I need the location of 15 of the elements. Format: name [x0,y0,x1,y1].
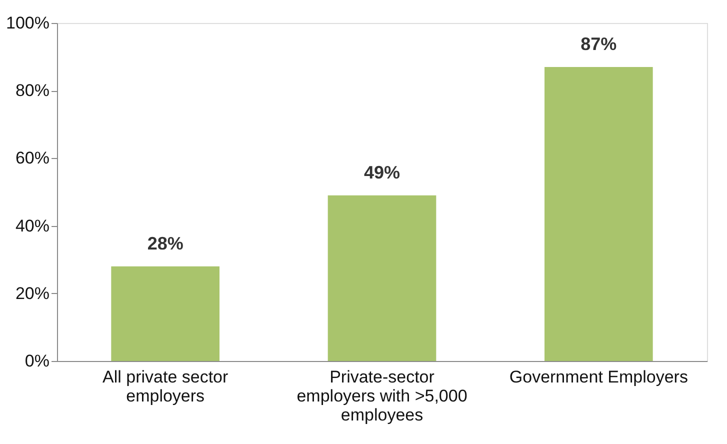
data-label: 28% [147,233,184,254]
y-tick-label: 100% [6,14,50,32]
y-tick-label: 60% [15,148,50,168]
bar [111,266,220,361]
bar [328,195,436,361]
y-tick-label: 0% [24,352,50,370]
data-label: 87% [580,34,617,54]
x-tick-label: All private sector employers [102,368,228,406]
bar [544,66,653,361]
y-tick-label: 20% [15,284,50,303]
x-tick-label: Government Employers [509,368,688,386]
data-label: 49% [364,162,400,182]
y-tick-label: 40% [15,216,50,236]
x-tick-label: Private-sector employers with >5,000 employees [296,368,468,424]
y-tick-label: 80% [15,81,50,100]
